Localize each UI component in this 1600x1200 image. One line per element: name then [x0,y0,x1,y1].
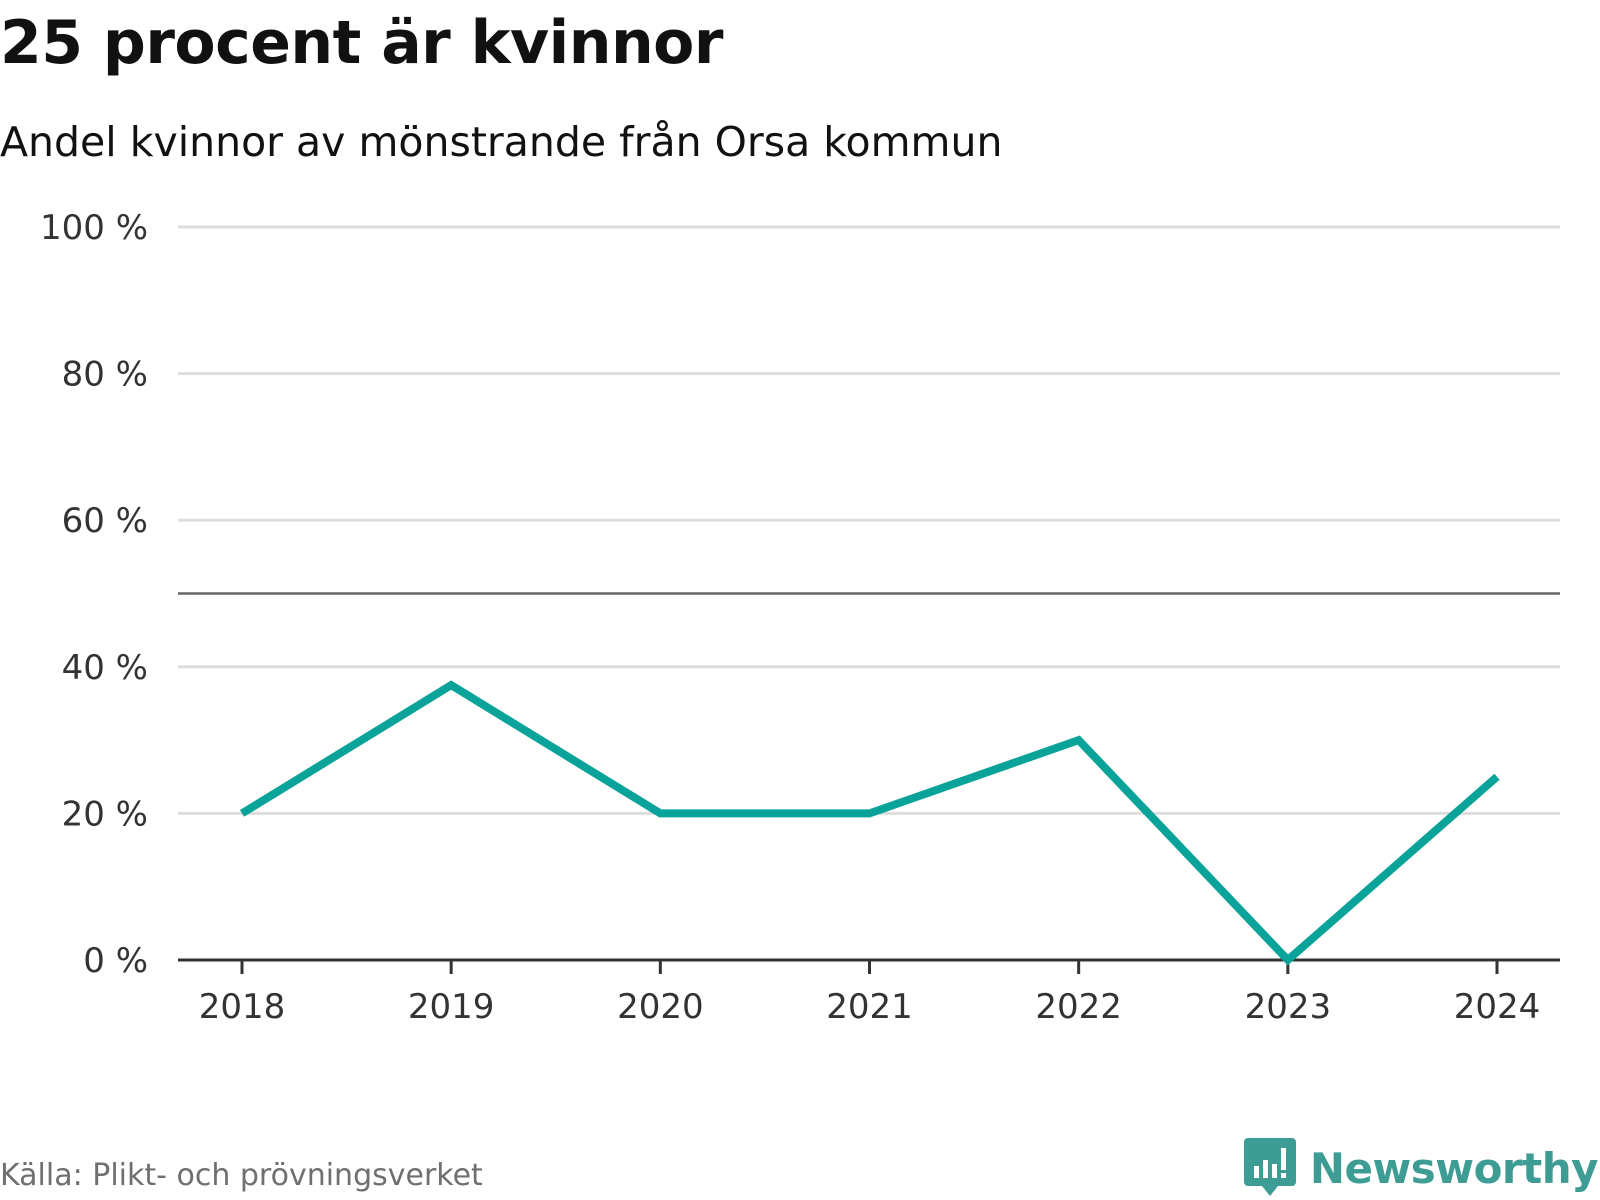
chart-title: 25 procent är kvinnor [0,8,723,78]
y-tick-label: 20 % [62,794,148,834]
x-tick-label: 2022 [1035,987,1122,1027]
y-tick-label: 100 % [40,208,148,248]
x-tick-label: 2021 [826,987,913,1027]
y-tick-label: 40 % [62,648,148,688]
y-tick-label: 80 % [62,355,148,395]
series-line [239,680,1500,966]
x-tick-label: 2024 [1454,987,1541,1027]
y-tick-label: 60 % [62,501,148,541]
line-chart: 0 % 20 % 40 % 60 % 80 % 100 % 2018 2019 2020 2021… [40,208,1560,1027]
tick-label-layer: 0 % 20 % 40 % 60 % 80 % 100 % 2018 2019 2020 2021… [40,208,1540,1027]
chart-subtitle: Andel kvinnor av mönstrande från Orsa ko… [0,118,1003,166]
brand-name: Newsworthy [1309,1143,1599,1193]
source-note: Källa: Plikt- och prövningsverket [0,1158,483,1193]
bar-chart-speech-bubble-icon [1243,1138,1296,1196]
x-tick-label: 2023 [1245,987,1332,1027]
x-tick-label: 2019 [408,987,495,1027]
brand-logo: Newsworthy [1243,1136,1599,1200]
y-tick-label: 0 % [83,941,148,981]
axis-layer [178,958,1560,974]
x-tick-label: 2018 [199,987,286,1027]
series-layer [239,680,1500,966]
x-tick-label: 2020 [617,987,704,1027]
